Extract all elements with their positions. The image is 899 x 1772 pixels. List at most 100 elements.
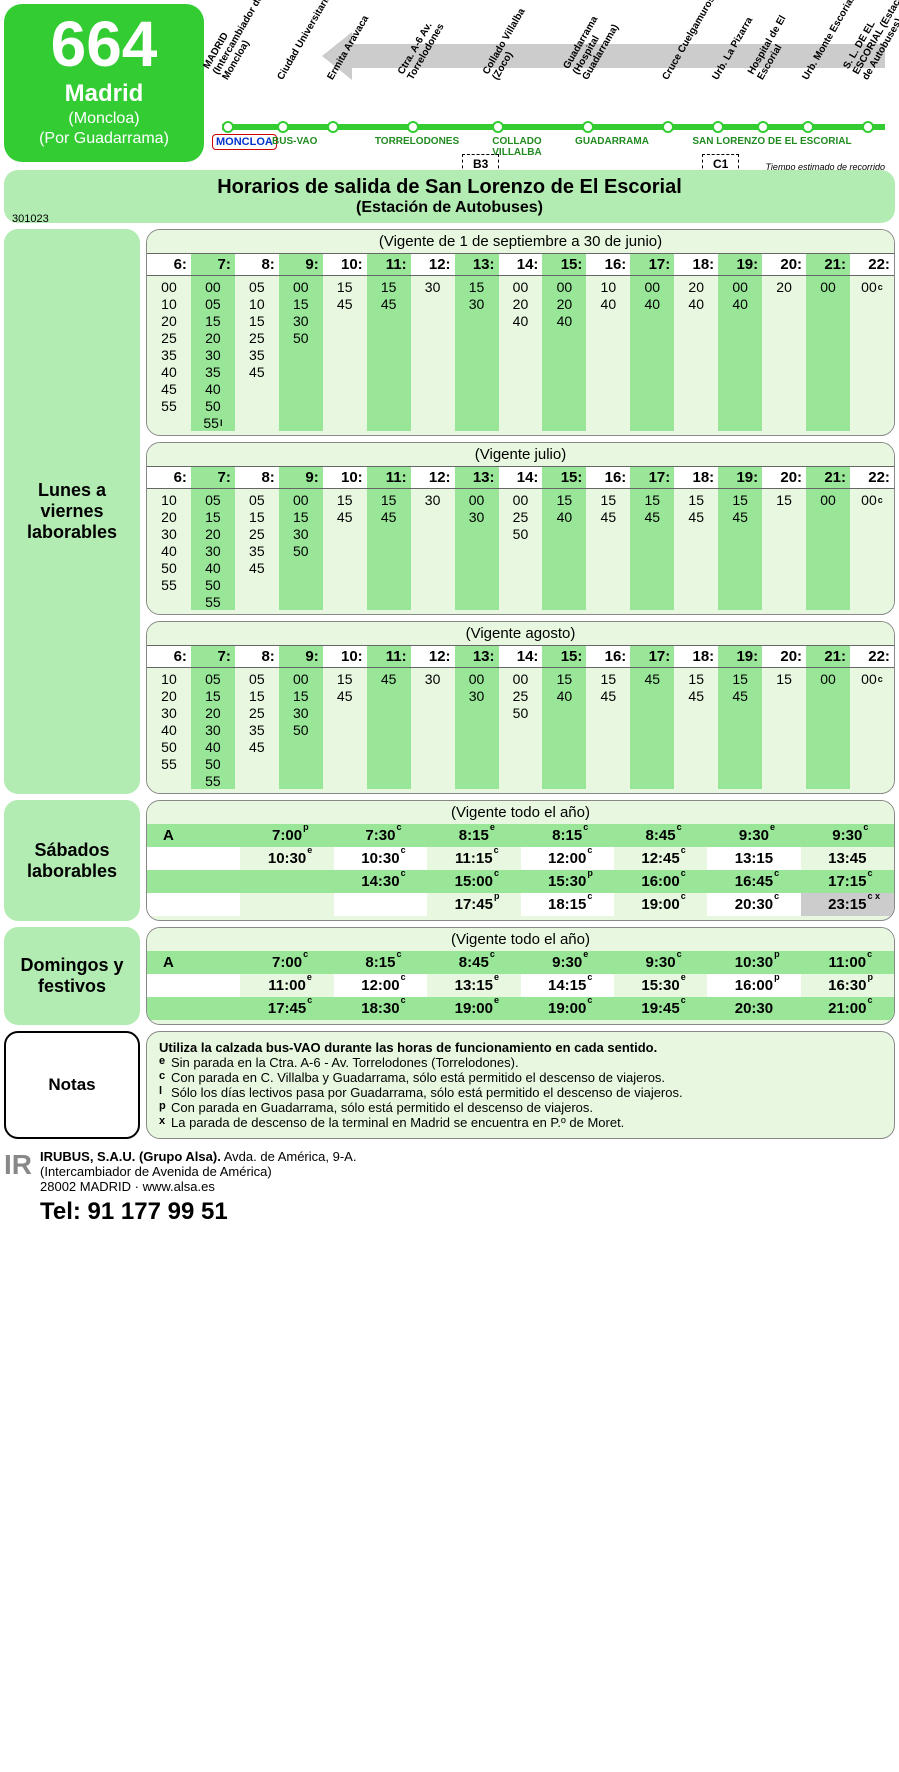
hour-head: 12: <box>411 645 455 668</box>
hour-head: 14: <box>499 466 543 489</box>
schedule-caption: (Vigente agosto) <box>147 622 894 645</box>
footer-tel: Tel: 91 177 99 51 <box>40 1198 356 1226</box>
minute-cell: 00 <box>499 671 543 687</box>
min-col: 1545 <box>367 276 411 431</box>
minute-cell: 45 <box>630 671 674 687</box>
minute-cell: 30 <box>279 705 323 721</box>
minute-cell: 00 <box>806 671 850 687</box>
minute-cell: 40 <box>147 364 191 380</box>
note-line: xLa parada de descenso de la terminal en… <box>159 1115 882 1130</box>
time-cell: 7:00p <box>240 824 333 847</box>
time-cell: 12:45c <box>614 847 707 870</box>
saturday-caption: (Vigente todo el año) <box>147 801 894 824</box>
time-cell: 8:45c <box>427 951 520 974</box>
minute-cell: 45 <box>147 381 191 397</box>
schedule-box: (Vigente agosto)6:7:8:9:10:11:12:13:14:1… <box>146 621 895 794</box>
time-cell: A <box>147 824 240 847</box>
minute-cell: 50 <box>147 739 191 755</box>
stop-label: Guadarrama (Hospital Guadarrama) <box>561 0 640 82</box>
minute-cell: 15 <box>718 492 762 508</box>
note-line: cCon parada en C. Villalba y Guadarrama,… <box>159 1070 882 1085</box>
time-cell: 20:30 <box>707 997 800 1020</box>
minute-cell: 25 <box>235 330 279 346</box>
minute-cell: 30 <box>191 543 235 559</box>
notes-intro: Utiliza la calzada bus-VAO durante las h… <box>159 1040 882 1055</box>
minute-cell: 00 <box>499 279 543 295</box>
min-col: 102030405055 <box>147 668 191 789</box>
minute-cell: 15 <box>586 671 630 687</box>
minute-cell: 00 <box>455 671 499 687</box>
saturday-section: Sábados laborables (Vigente todo el año)… <box>4 800 895 921</box>
minute-cell: 00 <box>279 671 323 687</box>
minute-cell: 20 <box>147 688 191 704</box>
title-sub: (Estación de Autobuses) <box>10 199 889 217</box>
time-cell: 19:00c <box>614 893 707 916</box>
min-col: 1530 <box>455 276 499 431</box>
min-col: 1545 <box>323 276 367 431</box>
time-cell: 14:15c <box>521 974 614 997</box>
hour-head: 6: <box>147 645 191 668</box>
minute-cell: 10 <box>147 671 191 687</box>
time-cell: 7:00c <box>240 951 333 974</box>
hour-head: 9: <box>279 253 323 276</box>
minute-cell: 15 <box>279 688 323 704</box>
minute-cell: 45 <box>674 509 718 525</box>
time-cell <box>147 974 240 997</box>
time-cell: 15:00c <box>427 870 520 893</box>
stop-dot <box>407 121 419 133</box>
hour-head: 21: <box>806 253 850 276</box>
minute-cell: 40 <box>147 543 191 559</box>
minute-cell: 15 <box>762 492 806 508</box>
minute-cell: 00c <box>850 492 894 508</box>
schedule-caption: (Vigente julio) <box>147 443 894 466</box>
hours-row: 6:7:8:9:10:11:12:13:14:15:16:17:18:19:20… <box>147 253 894 276</box>
time-cell: 8:45c <box>614 824 707 847</box>
minute-cell: 50 <box>147 560 191 576</box>
time-cell: 7:30c <box>334 824 427 847</box>
footer-company: IRUBUS, S.A.U. (Grupo Alsa). Avda. de Am… <box>40 1149 356 1164</box>
minute-cell: 40 <box>191 381 235 397</box>
hour-head: 12: <box>411 466 455 489</box>
minute-cell: 40 <box>542 313 586 329</box>
minute-cell: 00 <box>455 492 499 508</box>
mins-row: 1020304050550515203040505505152535450015… <box>147 489 894 610</box>
minute-cell: 45 <box>235 739 279 755</box>
route-sub1: (Moncloa) <box>18 110 190 128</box>
minute-cell: 20 <box>147 509 191 525</box>
minute-cell: 15 <box>674 492 718 508</box>
hour-head: 15: <box>542 253 586 276</box>
weekday-section: Lunes a viernes laborables (Vigente de 1… <box>4 229 895 794</box>
minute-cell: 15 <box>455 279 499 295</box>
weekday-tables: (Vigente de 1 de septiembre a 30 de juni… <box>146 229 895 794</box>
minute-cell: 45 <box>323 509 367 525</box>
time-cell: 18:30c <box>334 997 427 1020</box>
sunday-grid: A7:00c8:15c8:45c9:30e9:30c10:30p11:00c11… <box>147 951 894 1020</box>
minute-cell: 05 <box>191 296 235 312</box>
hour-head: 21: <box>806 645 850 668</box>
minute-cell: 05 <box>191 671 235 687</box>
min-col: 00153050 <box>279 276 323 431</box>
time-cell: 11:15c <box>427 847 520 870</box>
hour-head: 7: <box>191 645 235 668</box>
note-line: pCon parada en Guadarrama, sólo está per… <box>159 1100 882 1115</box>
minute-cell: 05 <box>235 671 279 687</box>
saturday-grid: A7:00p7:30c8:15e8:15c8:45c9:30e9:30c10:3… <box>147 824 894 916</box>
route-dest: Madrid <box>18 80 190 108</box>
time-cell: 10:30e <box>240 847 333 870</box>
minute-cell: 40 <box>586 296 630 312</box>
time-cell: 12:00c <box>521 847 614 870</box>
stop-dot <box>712 121 724 133</box>
minute-cell: 45 <box>367 509 411 525</box>
minute-cell: 45 <box>718 509 762 525</box>
time-cell: 16:45c <box>707 870 800 893</box>
min-col: 1545 <box>367 489 411 610</box>
minute-cell: 25 <box>235 526 279 542</box>
minute-cell: 20 <box>674 279 718 295</box>
hour-head: 11: <box>367 466 411 489</box>
hour-head: 17: <box>630 466 674 489</box>
min-col: 1545 <box>323 489 367 610</box>
min-col: 1545 <box>630 489 674 610</box>
min-col: 0030 <box>455 489 499 610</box>
minute-cell: 15 <box>762 671 806 687</box>
stop-label: MADRID (Intercambiador de Moncloa) <box>201 0 280 82</box>
